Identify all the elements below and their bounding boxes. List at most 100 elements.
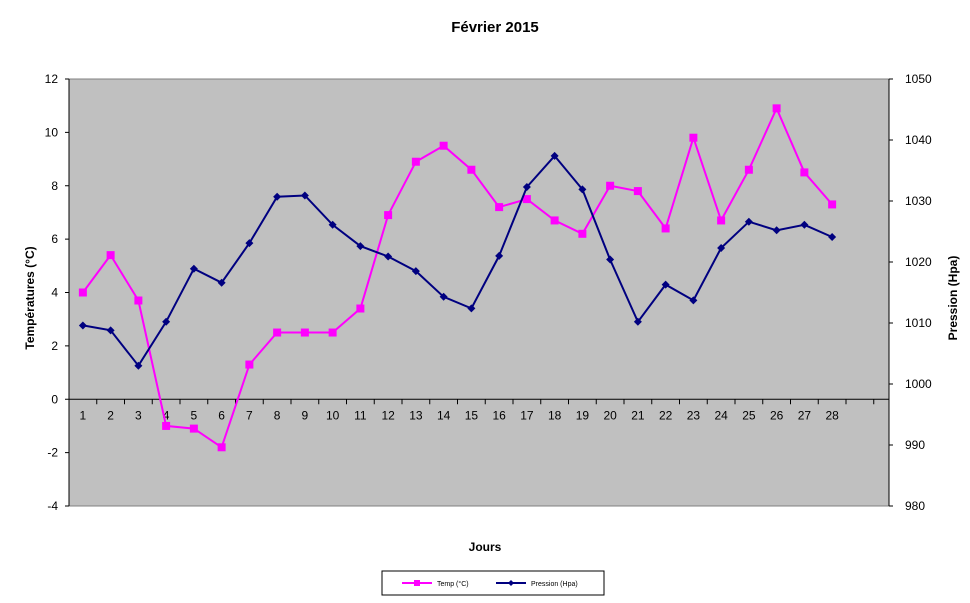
data-point-pression bbox=[356, 242, 365, 251]
data-point-temp bbox=[384, 211, 393, 220]
data-point-pression bbox=[495, 251, 504, 260]
left-tick-label: 12 bbox=[45, 72, 59, 86]
x-tick-label: 14 bbox=[437, 408, 451, 422]
x-tick-label: 19 bbox=[576, 408, 590, 422]
data-point-temp bbox=[467, 165, 476, 174]
data-point-pression bbox=[106, 326, 115, 335]
data-point-temp bbox=[217, 443, 226, 452]
data-point-temp bbox=[189, 424, 198, 433]
data-point-pression bbox=[661, 280, 670, 289]
data-point-temp bbox=[772, 104, 781, 113]
x-tick-label: 27 bbox=[798, 408, 812, 422]
left-tick-label: 2 bbox=[51, 339, 58, 353]
left-tick-label: 0 bbox=[51, 392, 58, 406]
data-point-pression bbox=[578, 185, 587, 194]
data-point-temp bbox=[800, 168, 809, 177]
data-point-temp bbox=[328, 328, 337, 337]
legend-label-pression: Pression (Hpa) bbox=[531, 581, 578, 588]
data-point-pression bbox=[800, 220, 809, 229]
data-point-temp bbox=[245, 360, 254, 369]
right-tick-label: 1030 bbox=[905, 194, 932, 208]
x-tick-label: 16 bbox=[492, 408, 506, 422]
data-point-temp bbox=[162, 421, 171, 430]
data-point-pression bbox=[134, 361, 143, 370]
data-point-pression bbox=[772, 226, 781, 235]
data-point-pression bbox=[384, 252, 393, 261]
data-point-temp bbox=[522, 195, 531, 204]
data-point-pression bbox=[744, 217, 753, 226]
x-tick-label: 12 bbox=[381, 408, 395, 422]
data-point-temp bbox=[633, 187, 642, 196]
data-point-temp bbox=[273, 328, 282, 337]
data-point-temp bbox=[717, 216, 726, 225]
left-axis: -4 -2 0 2 4 6 8 10 12 bbox=[45, 72, 70, 513]
data-point-temp bbox=[689, 133, 698, 142]
left-tick-label: 6 bbox=[51, 232, 58, 246]
data-point-temp bbox=[550, 216, 559, 225]
data-point-pression bbox=[439, 292, 448, 301]
y-axis-left-title: Températures (°C) bbox=[23, 246, 37, 349]
data-point-pression bbox=[633, 317, 642, 326]
data-point-pression bbox=[522, 182, 531, 191]
data-point-temp bbox=[495, 203, 504, 212]
legend-label-temp: Temp (°C) bbox=[437, 580, 469, 588]
x-tick-label: 7 bbox=[246, 408, 253, 422]
data-point-pression bbox=[273, 192, 282, 201]
x-tick-label: 26 bbox=[770, 408, 784, 422]
x-tick-label: 21 bbox=[631, 408, 645, 422]
x-tick-label: 11 bbox=[354, 408, 367, 422]
left-tick-label: -4 bbox=[47, 499, 58, 513]
right-tick-label: 1050 bbox=[905, 72, 932, 86]
data-point-temp bbox=[106, 251, 115, 260]
left-tick-label: 4 bbox=[51, 286, 58, 300]
data-point-pression bbox=[550, 151, 559, 160]
data-point-temp bbox=[78, 288, 87, 297]
data-point-temp bbox=[134, 296, 143, 305]
data-point-pression bbox=[411, 267, 420, 276]
right-tick-label: 1010 bbox=[905, 316, 932, 330]
data-point-temp bbox=[411, 157, 420, 166]
data-point-temp bbox=[356, 304, 365, 313]
x-tick-label: 15 bbox=[465, 408, 479, 422]
left-tick-label: 10 bbox=[45, 125, 59, 139]
left-tick-label: -2 bbox=[47, 446, 58, 460]
left-tick-label: 8 bbox=[51, 179, 58, 193]
x-tick-label: 20 bbox=[603, 408, 617, 422]
data-point-temp bbox=[828, 200, 837, 209]
x-tick-label: 25 bbox=[742, 408, 756, 422]
data-point-temp bbox=[661, 224, 670, 233]
x-tick-label: 10 bbox=[326, 408, 340, 422]
data-point-pression bbox=[300, 191, 309, 200]
legend-marker-pression bbox=[508, 580, 514, 586]
data-point-pression bbox=[606, 255, 615, 264]
right-tick-label: 990 bbox=[905, 438, 925, 452]
x-axis-title: Jours bbox=[469, 540, 502, 554]
x-tick-label: 18 bbox=[548, 408, 562, 422]
right-tick-label: 1020 bbox=[905, 255, 932, 269]
data-point-pression bbox=[217, 278, 226, 287]
data-point-pression bbox=[717, 243, 726, 252]
series-layer bbox=[78, 104, 837, 452]
right-tick-label: 980 bbox=[905, 499, 925, 513]
series-line-temp bbox=[82, 105, 833, 449]
data-point-pression bbox=[328, 220, 337, 229]
x-tick-label: 8 bbox=[274, 408, 281, 422]
right-axis: 980 990 1000 1010 1020 1030 1040 1050 bbox=[888, 72, 932, 513]
data-point-pression bbox=[162, 317, 171, 326]
x-tick-label: 3 bbox=[135, 408, 142, 422]
data-point-temp bbox=[439, 141, 448, 150]
x-tick-label: 22 bbox=[659, 408, 673, 422]
y-axis-right-title: Pression (Hpa) bbox=[946, 256, 960, 341]
data-point-pression bbox=[467, 304, 476, 313]
x-tick-label: 1 bbox=[80, 408, 87, 422]
x-axis: 1 2 3 4 5 6 7 8 9 10 11 12 13 14 15 16 17 18 19 20 21 22 23 24 2… bbox=[68, 398, 889, 422]
x-tick-label: 5 bbox=[191, 408, 198, 422]
series-line-pression bbox=[82, 154, 833, 368]
legend: Temp (°C) Pression (Hpa) bbox=[381, 570, 605, 596]
x-tick-label: 6 bbox=[218, 408, 225, 422]
data-point-pression bbox=[245, 239, 254, 248]
data-point-pression bbox=[189, 264, 198, 273]
x-tick-label: 13 bbox=[409, 408, 423, 422]
x-tick-label: 24 bbox=[714, 408, 728, 422]
